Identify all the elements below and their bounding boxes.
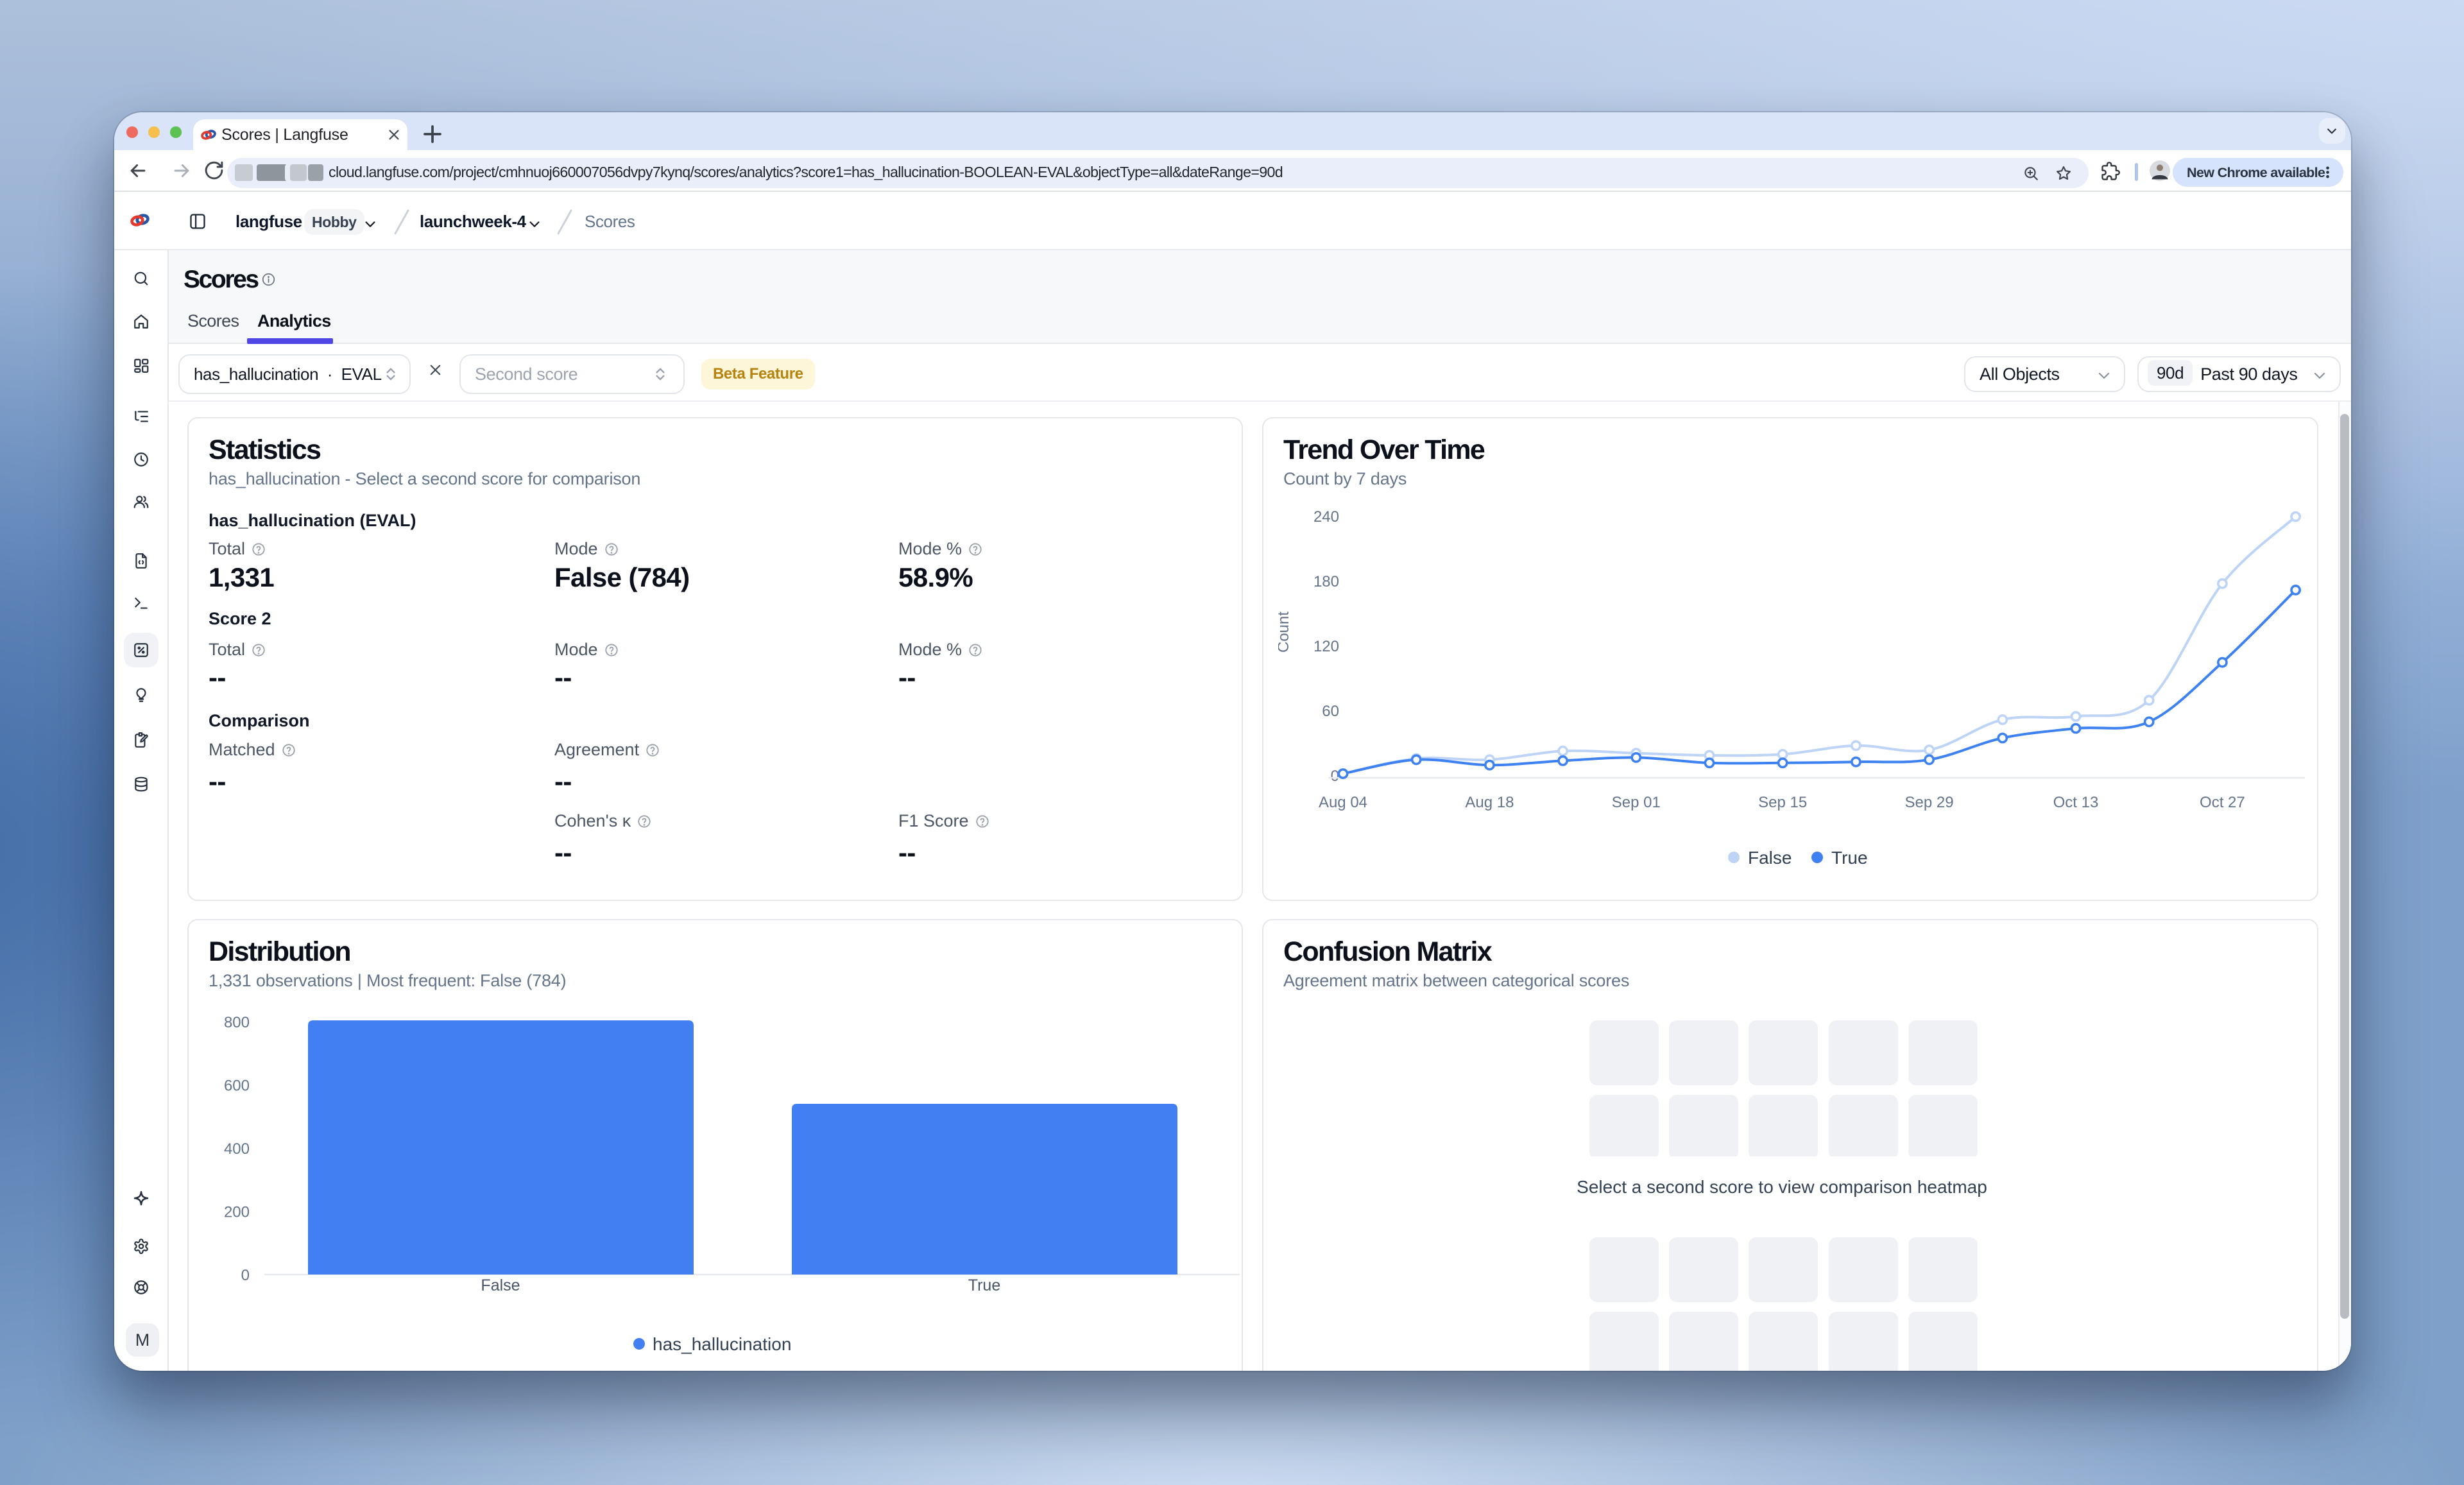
- svg-text:True: True: [1831, 848, 1868, 868]
- svg-text:0: 0: [1331, 768, 1339, 785]
- svg-text:False: False: [481, 1276, 520, 1294]
- svg-text:800: 800: [224, 1014, 250, 1031]
- svg-text:Oct 27: Oct 27: [2200, 794, 2245, 811]
- svg-text:has_hallucination: has_hallucination: [653, 1334, 791, 1354]
- svg-text:120: 120: [1313, 638, 1339, 655]
- svg-text:600: 600: [224, 1077, 250, 1095]
- svg-text:Sep 01: Sep 01: [1612, 794, 1661, 811]
- svg-text:400: 400: [224, 1140, 250, 1158]
- svg-text:Sep 29: Sep 29: [1905, 794, 1954, 811]
- svg-text:200: 200: [224, 1204, 250, 1221]
- svg-text:Aug 04: Aug 04: [1319, 794, 1367, 811]
- svg-text:Aug 18: Aug 18: [1465, 794, 1514, 811]
- svg-text:False: False: [1748, 848, 1792, 868]
- svg-text:60: 60: [1322, 703, 1339, 720]
- svg-text:0: 0: [241, 1267, 250, 1284]
- svg-text:240: 240: [1313, 508, 1339, 526]
- svg-text:180: 180: [1313, 573, 1339, 590]
- svg-text:Sep 15: Sep 15: [1758, 794, 1807, 811]
- svg-text:Count: Count: [1278, 612, 1292, 653]
- svg-text:True: True: [968, 1276, 1000, 1294]
- svg-text:Oct 13: Oct 13: [2053, 794, 2099, 811]
